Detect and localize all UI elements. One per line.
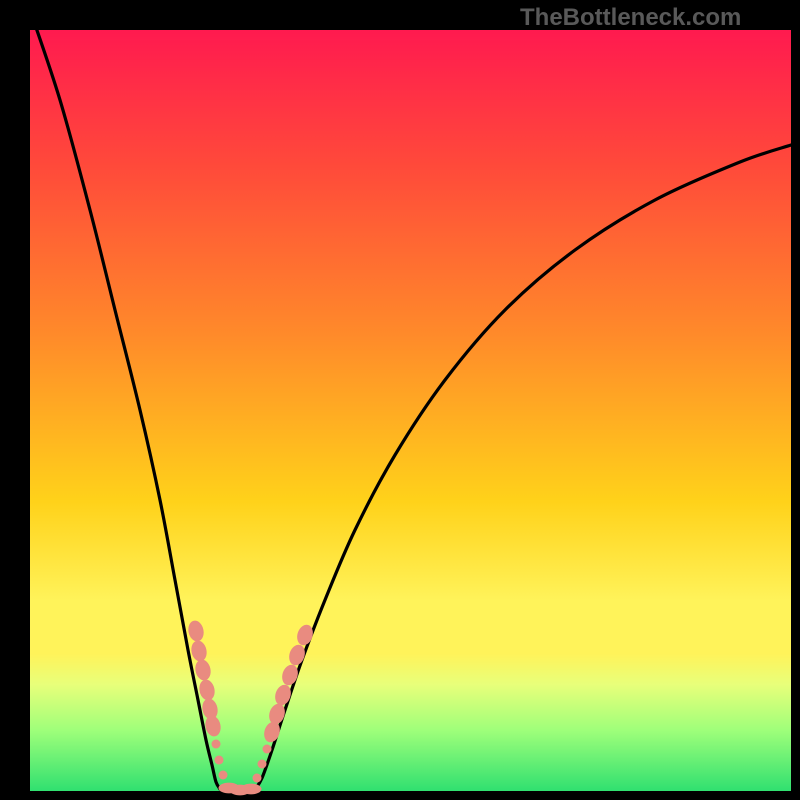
plot-background-gradient bbox=[30, 30, 791, 791]
watermark-text: TheBottleneck.com bbox=[520, 4, 741, 32]
chart-frame: TheBottleneck.com bbox=[0, 0, 800, 800]
